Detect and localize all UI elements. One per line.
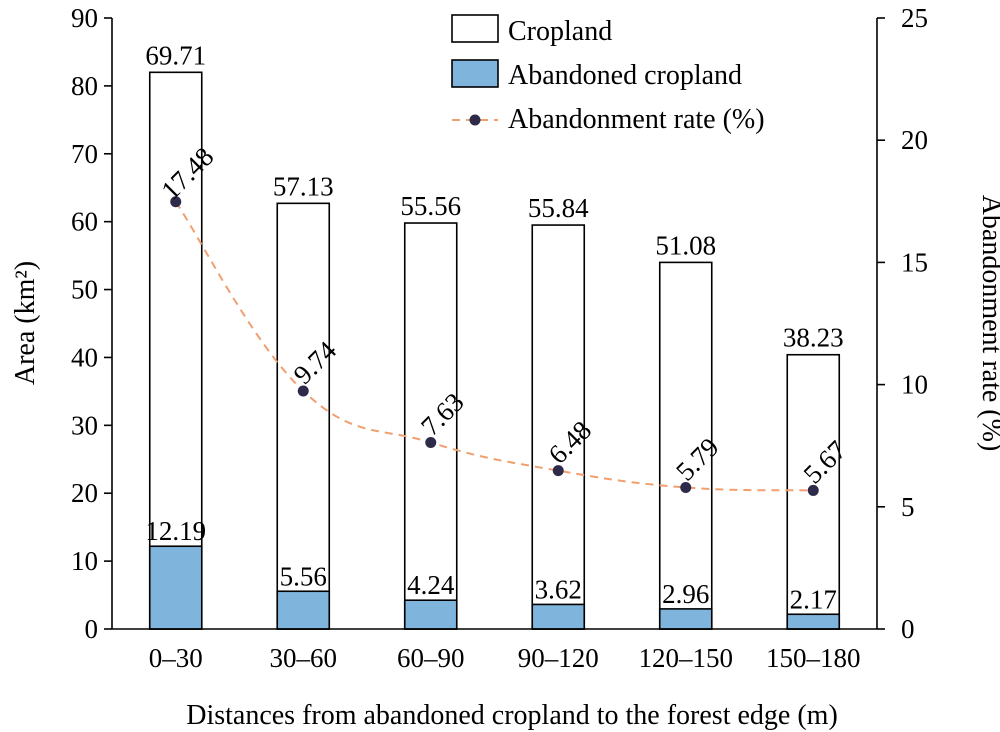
cropland-bar <box>403 222 458 630</box>
cropland-value-label: 55.56 <box>400 191 461 221</box>
abandoned-cropland-value-label: 2.17 <box>790 584 837 614</box>
abandonment-rate-point <box>425 437 437 449</box>
cropland-bar <box>276 202 331 630</box>
y-tick-label: 90 <box>71 3 98 33</box>
y2-tick-label: 15 <box>901 247 928 277</box>
abandoned-cropland-value-label: 5.56 <box>280 561 327 591</box>
y-tick-label: 0 <box>85 614 99 644</box>
y-tick-label: 80 <box>71 71 98 101</box>
y2-tick-label: 0 <box>901 614 915 644</box>
abandoned-cropland-bar <box>531 603 586 630</box>
cropland-value-label: 51.08 <box>655 230 716 260</box>
cropland-value-label: 38.23 <box>783 323 844 353</box>
abandoned-cropland-bar <box>658 608 713 630</box>
abandoned-cropland-value-label: 4.24 <box>407 570 455 600</box>
abandonment-rate-point <box>807 484 819 496</box>
legend-abandoned-label: Abandoned cropland <box>508 60 742 91</box>
abandoned-cropland-bar <box>403 599 458 630</box>
y2-tick-label: 5 <box>901 492 915 522</box>
y-tick-label: 50 <box>71 275 98 305</box>
x-axis-title: Distances from abandoned cropland to the… <box>186 700 838 731</box>
abandoned-cropland-bar <box>148 545 203 630</box>
cropland-bar <box>148 71 203 630</box>
abandonment-rate-point <box>297 385 309 397</box>
x-tick-label: 30–60 <box>270 643 338 673</box>
x-tick-label: 150–180 <box>766 643 861 673</box>
abandoned-cropland-value-label: 3.62 <box>535 574 582 604</box>
abandoned-cropland-bar <box>786 613 841 630</box>
x-tick-label: 0–30 <box>149 643 203 673</box>
legend-cropland-label: Cropland <box>508 16 612 47</box>
y-axis-title: Area (km²) <box>10 261 41 385</box>
y-tick-label: 40 <box>71 342 98 372</box>
legend-rate-marker <box>469 114 481 126</box>
cropland-value-label: 55.84 <box>528 193 589 223</box>
y-tick-label: 10 <box>71 546 98 576</box>
legend-rate-label: Abandonment rate (%) <box>508 104 765 135</box>
y-tick-label: 70 <box>71 139 98 169</box>
legend-abandoned-swatch <box>451 59 499 88</box>
y-tick-label: 20 <box>71 478 98 508</box>
y-tick-label: 30 <box>71 410 98 440</box>
abandonment-rate-point <box>170 196 182 208</box>
cropland-bar <box>531 224 586 630</box>
abandonment-rate-point <box>552 465 564 477</box>
abandonment-rate-point <box>680 481 692 493</box>
abandoned-cropland-value-label: 12.19 <box>145 516 206 546</box>
x-tick-label: 60–90 <box>397 643 465 673</box>
abandoned-cropland-value-label: 2.96 <box>662 579 709 609</box>
abandoned-cropland-bar <box>276 590 331 630</box>
y2-tick-label: 20 <box>901 125 928 155</box>
cropland-value-label: 69.71 <box>145 40 206 70</box>
y-tick-label: 60 <box>71 207 98 237</box>
x-tick-label: 90–120 <box>518 643 599 673</box>
x-tick-label: 120–150 <box>639 643 734 673</box>
y2-tick-label: 10 <box>901 370 928 400</box>
abandonment-rate-line <box>174 201 814 492</box>
cropland-value-label: 57.13 <box>273 171 334 201</box>
y2-tick-label: 25 <box>901 3 928 33</box>
legend-cropland-swatch <box>451 14 499 43</box>
y2-axis-title: Abandonment rate (%) <box>976 195 1000 452</box>
